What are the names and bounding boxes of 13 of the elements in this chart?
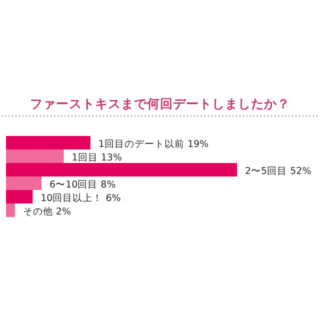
data-label: 10回目以上！ 6%	[40, 192, 121, 204]
data-label: 2〜5回目 52%	[245, 166, 312, 177]
bar	[6, 136, 90, 150]
bar	[6, 204, 15, 217]
bar	[6, 176, 42, 190]
data-label: 1回目のデート以前 19%	[98, 138, 209, 150]
bar	[6, 190, 33, 204]
chart-title: ファーストキスまで何回デートしましたか？	[30, 96, 290, 111]
bar	[6, 163, 237, 176]
data-label: その他 2%	[22, 205, 71, 218]
bar	[6, 150, 64, 163]
data-label: 6〜10回目 8%	[50, 179, 116, 190]
data-label: 1回目 13%	[72, 152, 122, 164]
